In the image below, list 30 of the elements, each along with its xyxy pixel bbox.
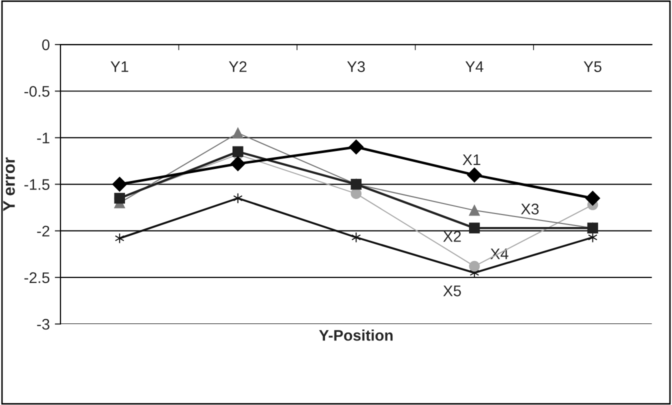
y-tick-label: -2	[37, 226, 50, 236]
y-tick-label: -1.5	[24, 179, 50, 190]
y-tick-label: 0	[42, 39, 50, 50]
x-axis-title: Y-Position	[319, 330, 393, 341]
y-tick-label: -1	[37, 132, 50, 144]
point	[350, 188, 362, 199]
point	[469, 222, 480, 234]
series-label: X3	[520, 204, 539, 214]
x-tick-label: Y4	[465, 61, 484, 72]
point	[469, 260, 480, 272]
point	[348, 140, 364, 154]
point	[230, 156, 246, 172]
point	[232, 146, 244, 158]
y-tick-label: -3	[37, 318, 50, 330]
series-label: X2	[443, 231, 461, 242]
point	[114, 232, 124, 244]
x-tick-label: Y2	[228, 61, 246, 72]
x-tick-label: Y3	[347, 61, 365, 72]
x-tick-label: Y5	[584, 61, 602, 72]
series-label: X1	[462, 154, 480, 166]
point	[469, 204, 480, 216]
point	[467, 168, 482, 182]
x-tick-label: Y1	[110, 61, 128, 72]
y-tick-label: -2.5	[24, 272, 50, 284]
y-axis-title: Y error	[3, 157, 15, 212]
point	[585, 190, 600, 206]
point	[112, 176, 128, 192]
point	[232, 128, 244, 138]
y-tick-label: -0.5	[24, 86, 50, 97]
series-label: X5	[443, 286, 461, 296]
